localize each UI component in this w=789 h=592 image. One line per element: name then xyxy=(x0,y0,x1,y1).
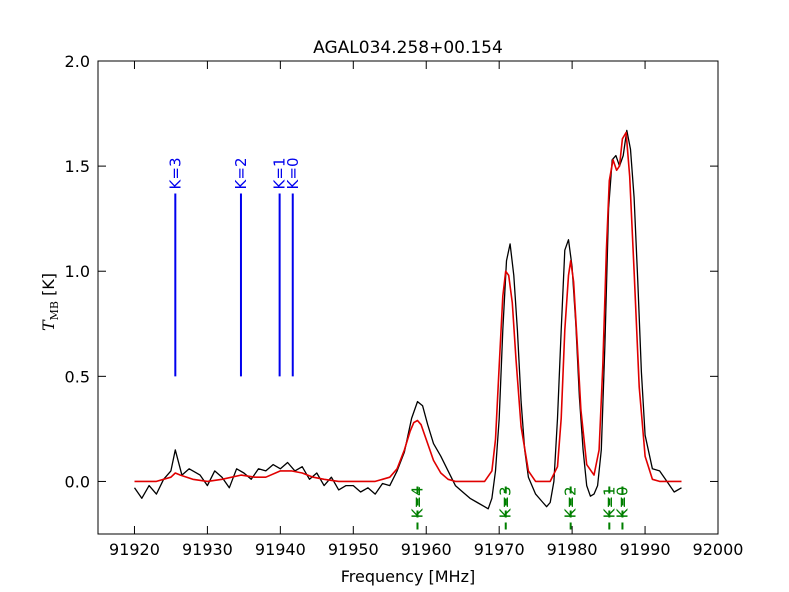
x-axis: 91920 91930 91940 91950 91960 91970 91980 91990… xyxy=(109,61,743,559)
green-marker-label-1: K=3 xyxy=(497,486,515,518)
y-axis-label-sub: MB xyxy=(48,301,61,320)
chart-title: AGAL034.258+00.154 xyxy=(313,38,503,58)
x-tick-label-4: 91960 xyxy=(401,540,452,559)
y-tick-label-0: 0.0 xyxy=(65,472,90,491)
green-marker-label-3: K=1 xyxy=(600,486,618,518)
blue-marker-label-1: K=2 xyxy=(232,157,250,189)
x-tick-label-5: 91970 xyxy=(474,540,525,559)
y-axis-label-unit: [K] xyxy=(39,273,58,301)
x-tick-label-2: 91940 xyxy=(255,540,306,559)
y-axis-label-main: T xyxy=(39,319,58,331)
fit-series-line xyxy=(134,131,682,483)
upper-line-markers: K=3 K=2 K=1K=0 xyxy=(166,157,302,377)
plot-area xyxy=(133,129,682,510)
observed-series-line xyxy=(133,129,682,510)
x-tick-label-7: 91990 xyxy=(620,540,671,559)
blue-marker-label-3: K=0 xyxy=(284,157,302,189)
y-axis-label: TMB [K] xyxy=(39,273,61,331)
lower-line-markers: K=4 K=3 K=2 K=1K=0 xyxy=(408,486,631,530)
x-tick-label-6: 91980 xyxy=(547,540,598,559)
y-axis: 0.0 0.5 1.0 1.5 2.0 xyxy=(65,52,718,491)
x-tick-label-3: 91950 xyxy=(328,540,379,559)
y-tick-label-3: 1.5 xyxy=(65,157,90,176)
x-tick-label-1: 91930 xyxy=(182,540,233,559)
blue-marker-label-2: K=1 xyxy=(271,157,289,189)
green-marker-label-2: K=2 xyxy=(562,486,580,518)
x-tick-label-0: 91920 xyxy=(109,540,160,559)
blue-marker-label-0: K=3 xyxy=(166,157,184,189)
x-tick-label-8: 92000 xyxy=(693,540,744,559)
green-marker-label-4: K=0 xyxy=(613,486,631,518)
y-tick-label-2: 1.0 xyxy=(65,262,90,281)
y-tick-label-4: 2.0 xyxy=(65,52,90,71)
plot-frame xyxy=(97,60,719,535)
x-axis-label: Frequency [MHz] xyxy=(341,567,475,586)
green-marker-label-0: K=4 xyxy=(408,486,426,518)
y-tick-label-1: 0.5 xyxy=(65,367,90,386)
